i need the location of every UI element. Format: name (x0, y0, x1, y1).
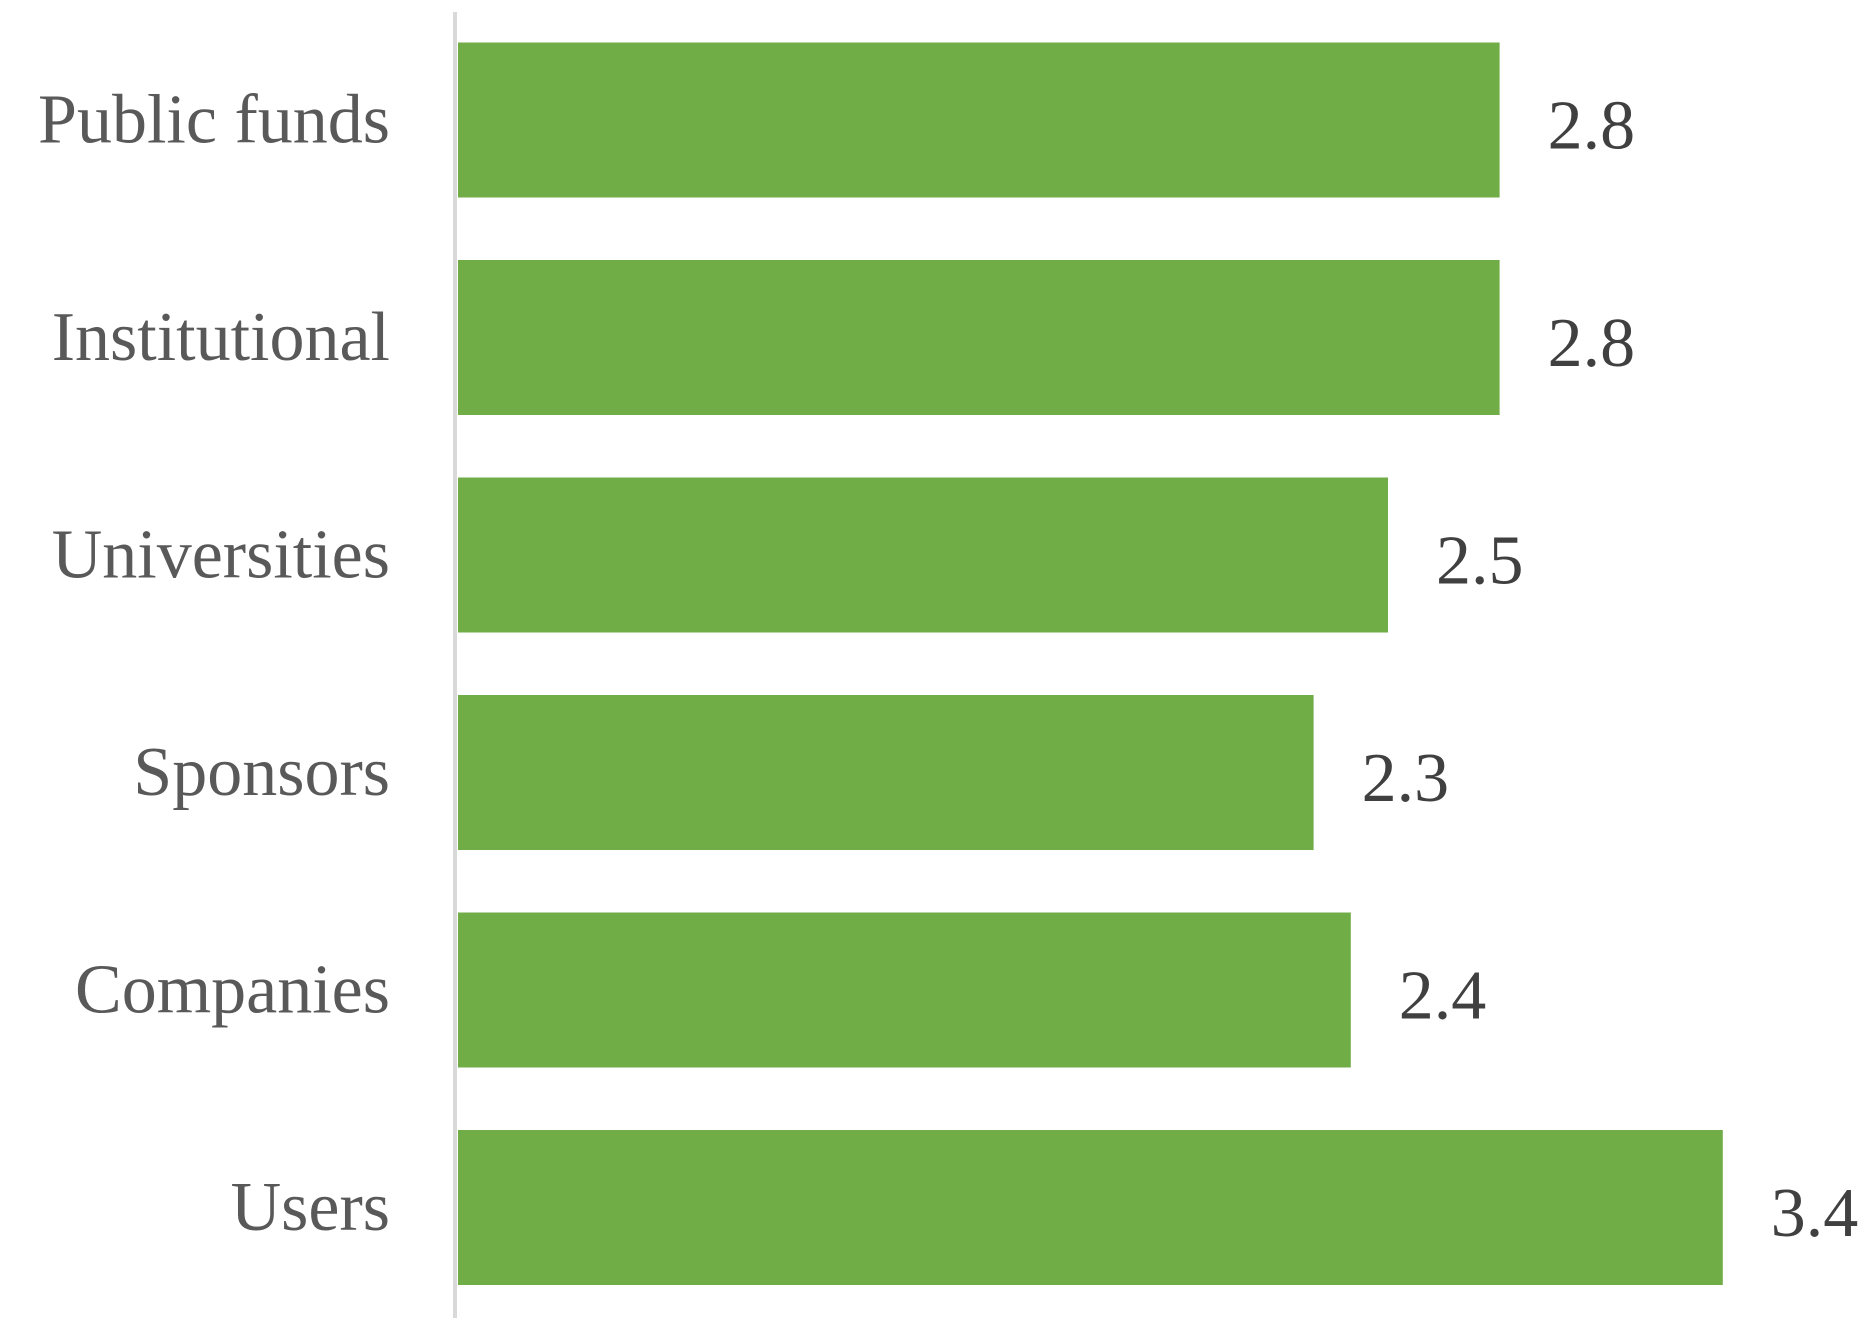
bar-universities (458, 477, 1388, 633)
bar-sponsors (458, 695, 1314, 850)
category-label-institutional: Institutional (52, 299, 390, 376)
category-label-universities: Universities (52, 517, 390, 594)
value-label-companies: 2.4 (1399, 958, 1487, 1035)
category-label-companies: Companies (75, 952, 390, 1029)
category-label-users: Users (231, 1169, 390, 1246)
bar-users (458, 1130, 1723, 1285)
bar-public-funds (458, 42, 1500, 198)
category-labels-layer: Public funds Institutional Universities Spo… (38, 82, 390, 1247)
bar-companies (458, 912, 1351, 1068)
category-label-public-funds: Public funds (38, 82, 390, 159)
value-labels-layer: 2.8 2.8 2.5 2.3 2.4 3.4 (1362, 88, 1859, 1253)
value-label-public-funds: 2.8 (1548, 88, 1636, 165)
category-label-sponsors: Sponsors (133, 734, 390, 811)
value-label-users: 3.4 (1771, 1175, 1859, 1252)
value-label-institutional: 2.8 (1548, 305, 1636, 382)
bars-layer (458, 42, 1723, 1285)
bar-institutional (458, 260, 1500, 415)
value-label-sponsors: 2.3 (1362, 740, 1450, 817)
value-label-universities: 2.5 (1436, 523, 1524, 600)
